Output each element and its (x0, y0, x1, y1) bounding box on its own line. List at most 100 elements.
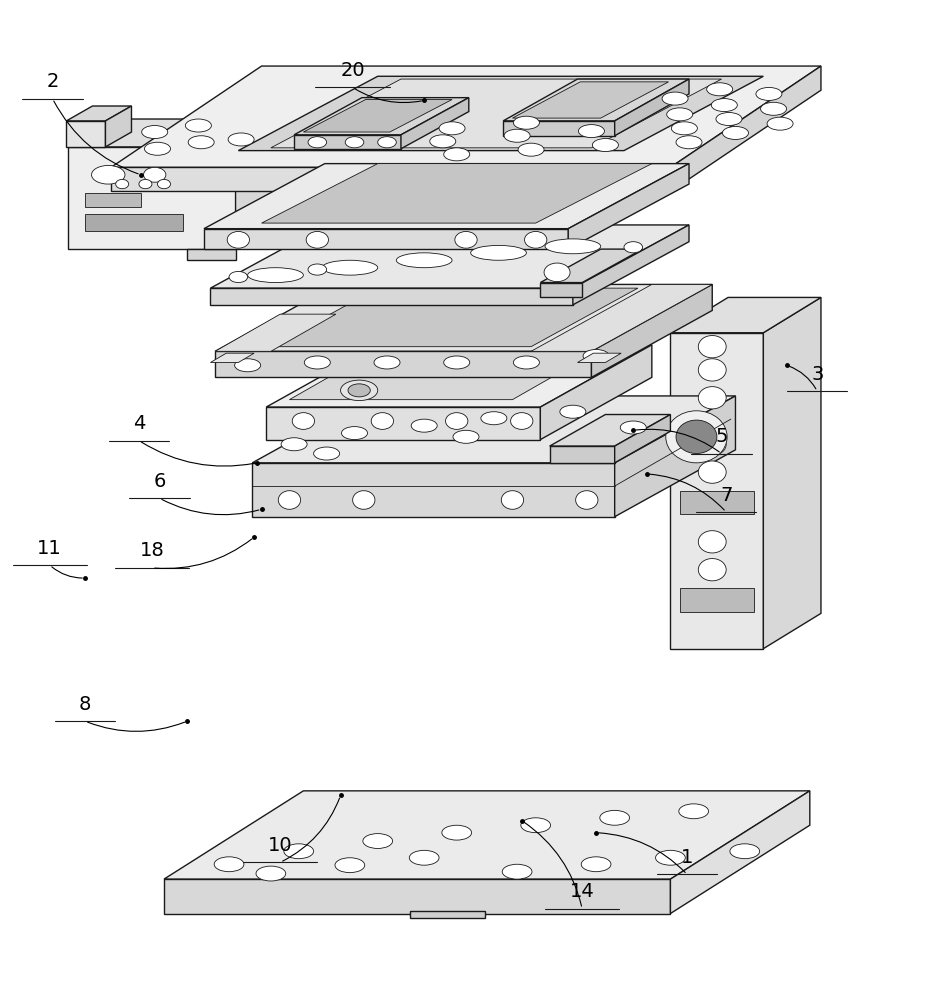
Polygon shape (271, 288, 637, 347)
Ellipse shape (284, 844, 313, 859)
Polygon shape (215, 351, 592, 377)
Ellipse shape (444, 356, 470, 369)
Polygon shape (105, 106, 131, 147)
Ellipse shape (698, 461, 726, 483)
Text: 3: 3 (811, 365, 824, 384)
Ellipse shape (116, 179, 129, 189)
Ellipse shape (279, 491, 301, 509)
Polygon shape (211, 288, 573, 305)
Ellipse shape (593, 139, 619, 152)
Polygon shape (187, 249, 236, 260)
Polygon shape (513, 82, 668, 118)
Polygon shape (670, 791, 810, 914)
Ellipse shape (396, 253, 452, 268)
Text: 1: 1 (681, 848, 693, 867)
Ellipse shape (730, 844, 760, 859)
Ellipse shape (374, 356, 400, 369)
Text: 14: 14 (569, 882, 595, 901)
Ellipse shape (579, 125, 605, 138)
Polygon shape (111, 66, 821, 167)
Polygon shape (541, 249, 642, 283)
Ellipse shape (671, 122, 697, 135)
Ellipse shape (698, 387, 726, 409)
Ellipse shape (624, 242, 642, 253)
Polygon shape (262, 164, 651, 223)
Polygon shape (66, 106, 131, 121)
Ellipse shape (761, 102, 787, 115)
Polygon shape (68, 147, 236, 249)
Polygon shape (215, 314, 336, 351)
Ellipse shape (307, 231, 328, 248)
Ellipse shape (348, 384, 370, 397)
Ellipse shape (676, 136, 702, 149)
Polygon shape (670, 297, 821, 333)
Ellipse shape (91, 165, 125, 184)
Polygon shape (670, 66, 821, 191)
Text: 6: 6 (153, 472, 166, 491)
Ellipse shape (411, 419, 437, 432)
Polygon shape (85, 193, 141, 207)
Ellipse shape (502, 864, 532, 879)
Polygon shape (290, 344, 610, 400)
Polygon shape (670, 333, 763, 649)
Polygon shape (541, 283, 582, 297)
Ellipse shape (501, 491, 524, 509)
Ellipse shape (716, 113, 742, 126)
Ellipse shape (600, 810, 629, 825)
Ellipse shape (698, 433, 726, 455)
Polygon shape (541, 345, 651, 440)
Ellipse shape (525, 231, 547, 248)
Ellipse shape (576, 491, 598, 509)
Ellipse shape (340, 380, 377, 401)
Polygon shape (550, 415, 670, 446)
Polygon shape (267, 345, 651, 407)
Ellipse shape (665, 411, 727, 463)
Ellipse shape (698, 559, 726, 581)
Ellipse shape (305, 356, 330, 369)
Polygon shape (503, 121, 615, 136)
Polygon shape (531, 284, 712, 351)
Ellipse shape (514, 356, 540, 369)
Polygon shape (215, 284, 712, 351)
Ellipse shape (345, 137, 363, 148)
Ellipse shape (444, 148, 470, 161)
Ellipse shape (214, 857, 244, 872)
Polygon shape (236, 119, 282, 249)
Polygon shape (401, 98, 469, 149)
Text: 20: 20 (340, 61, 365, 80)
Ellipse shape (293, 413, 314, 429)
Polygon shape (111, 167, 670, 191)
Polygon shape (503, 79, 689, 121)
Ellipse shape (582, 857, 611, 872)
Ellipse shape (767, 117, 793, 130)
Ellipse shape (322, 260, 377, 275)
Polygon shape (211, 225, 689, 288)
Ellipse shape (352, 491, 375, 509)
Ellipse shape (308, 264, 326, 275)
Polygon shape (164, 879, 670, 914)
Ellipse shape (455, 231, 477, 248)
Ellipse shape (521, 818, 551, 833)
Text: 4: 4 (132, 414, 145, 433)
Ellipse shape (621, 421, 646, 434)
Polygon shape (410, 911, 485, 918)
Ellipse shape (514, 116, 540, 129)
Polygon shape (204, 164, 689, 229)
Polygon shape (615, 396, 735, 517)
Polygon shape (679, 491, 754, 514)
Ellipse shape (678, 804, 708, 819)
Polygon shape (253, 396, 735, 463)
Ellipse shape (139, 179, 152, 189)
Polygon shape (267, 407, 541, 440)
Ellipse shape (409, 850, 439, 865)
Text: 11: 11 (37, 539, 62, 558)
Ellipse shape (439, 122, 465, 135)
Ellipse shape (698, 336, 726, 358)
Polygon shape (164, 791, 810, 879)
Polygon shape (271, 79, 721, 148)
Ellipse shape (256, 866, 286, 881)
Polygon shape (85, 214, 183, 231)
Ellipse shape (229, 271, 248, 283)
Polygon shape (68, 119, 282, 147)
Ellipse shape (227, 231, 250, 248)
